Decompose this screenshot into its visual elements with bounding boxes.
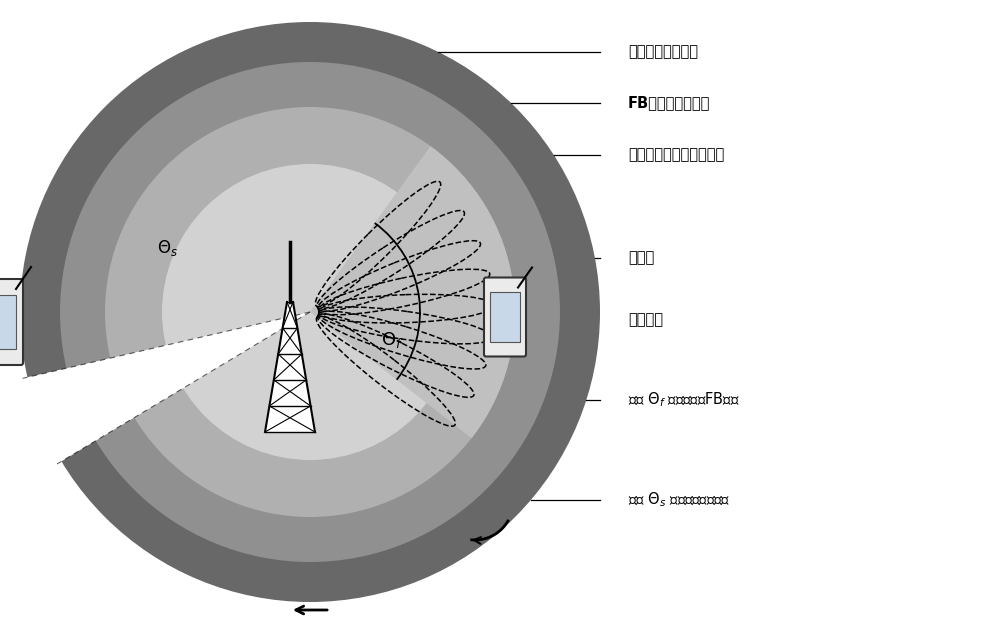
Circle shape: [60, 62, 560, 562]
Text: FB波束的覆盖范围: FB波束的覆盖范围: [628, 95, 710, 110]
Wedge shape: [310, 146, 515, 438]
Circle shape: [105, 107, 515, 517]
Text: 全向发射波形的覆盖范围: 全向发射波形的覆盖范围: [628, 148, 724, 163]
Text: 用户设备: 用户设备: [628, 313, 663, 328]
Text: $\Theta_s$: $\Theta_s$: [157, 238, 179, 258]
FancyBboxPatch shape: [0, 279, 23, 365]
Text: $\Theta_f$: $\Theta_f$: [381, 330, 404, 350]
Circle shape: [20, 22, 600, 602]
FancyBboxPatch shape: [484, 277, 526, 356]
Bar: [0, 295, 16, 349]
Text: 子载波: 子载波: [628, 250, 654, 265]
Polygon shape: [265, 302, 315, 432]
Text: 具有 Θ$_s$ 波束宽度的窄波束: 具有 Θ$_s$ 波束宽度的窄波束: [628, 491, 730, 510]
Text: 具有 Θ$_f$ 波束宽度的FB波束: 具有 Θ$_f$ 波束宽度的FB波束: [628, 391, 740, 409]
Bar: [490, 292, 520, 341]
Circle shape: [162, 164, 458, 460]
Text: 窄波束的覆盖范围: 窄波束的覆盖范围: [628, 44, 698, 60]
Wedge shape: [23, 312, 310, 464]
